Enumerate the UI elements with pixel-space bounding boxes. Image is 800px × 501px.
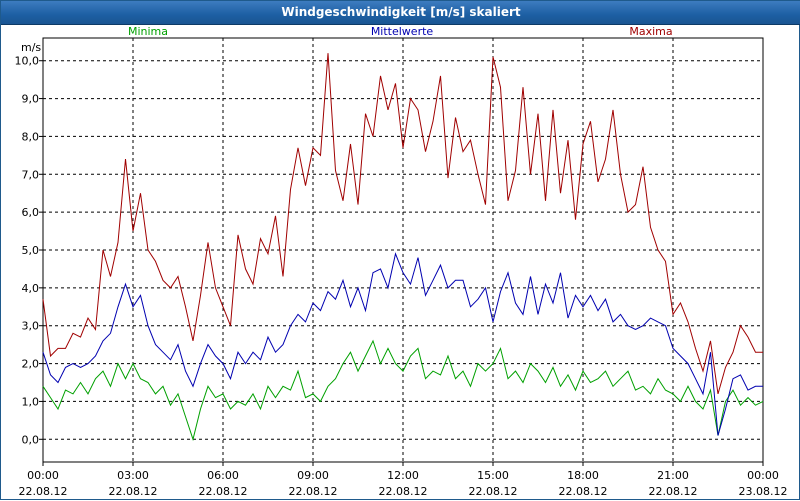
y-tick-label: 4,0 <box>22 282 40 295</box>
x-tick-label-time: 21:00 <box>657 469 689 482</box>
legend-maxima: Maxima <box>629 25 672 38</box>
x-tick-label-time: 00:00 <box>27 469 59 482</box>
x-tick-label-time: 12:00 <box>387 469 419 482</box>
y-tick-label: 2,0 <box>22 358 40 371</box>
series-line-maxima <box>42 53 763 395</box>
series-line-mittelwerte <box>42 252 763 436</box>
y-tick-label: 5,0 <box>22 244 40 257</box>
x-tick-label-time: 00:00 <box>747 469 779 482</box>
chart-title: Windgeschwindigkeit [m/s] skaliert <box>281 5 521 19</box>
x-tick-label-date: 22.08.12 <box>469 485 518 498</box>
y-tick-label: 8,0 <box>22 130 40 143</box>
y-axis-label: m/s <box>21 41 41 54</box>
title-bar: Windgeschwindigkeit [m/s] skaliert <box>1 1 800 25</box>
legend-mittelwerte: Mittelwerte <box>371 25 434 38</box>
x-tick-label-time: 03:00 <box>117 469 149 482</box>
y-tick-label: 10,0 <box>15 55 40 68</box>
x-tick-label-date: 22.08.12 <box>289 485 338 498</box>
y-tick-label: 3,0 <box>22 320 40 333</box>
y-tick-label: 9,0 <box>22 93 40 106</box>
x-tick-label-date: 22.08.12 <box>559 485 608 498</box>
y-tick-label: 7,0 <box>22 168 40 181</box>
x-tick-label-date: 22.08.12 <box>199 485 248 498</box>
x-tick-label-date: 22.08.12 <box>649 485 698 498</box>
x-tick-label-date: 22.08.12 <box>379 485 428 498</box>
x-tick-label-date: 22.08.12 <box>19 485 68 498</box>
legend-minima: Minima <box>128 25 168 38</box>
y-tick-label: 0,0 <box>22 433 40 446</box>
x-tick-label-time: 09:00 <box>297 469 329 482</box>
x-tick-label-date: 22.08.12 <box>109 485 158 498</box>
x-tick-label-time: 06:00 <box>207 469 239 482</box>
series-line-minima <box>42 339 764 442</box>
x-tick-label-time: 15:00 <box>477 469 509 482</box>
x-tick-label-date: 23.08.12 <box>739 485 788 498</box>
x-tick-label-time: 18:00 <box>567 469 599 482</box>
y-tick-label: 1,0 <box>22 395 40 408</box>
y-tick-label: 6,0 <box>22 206 40 219</box>
